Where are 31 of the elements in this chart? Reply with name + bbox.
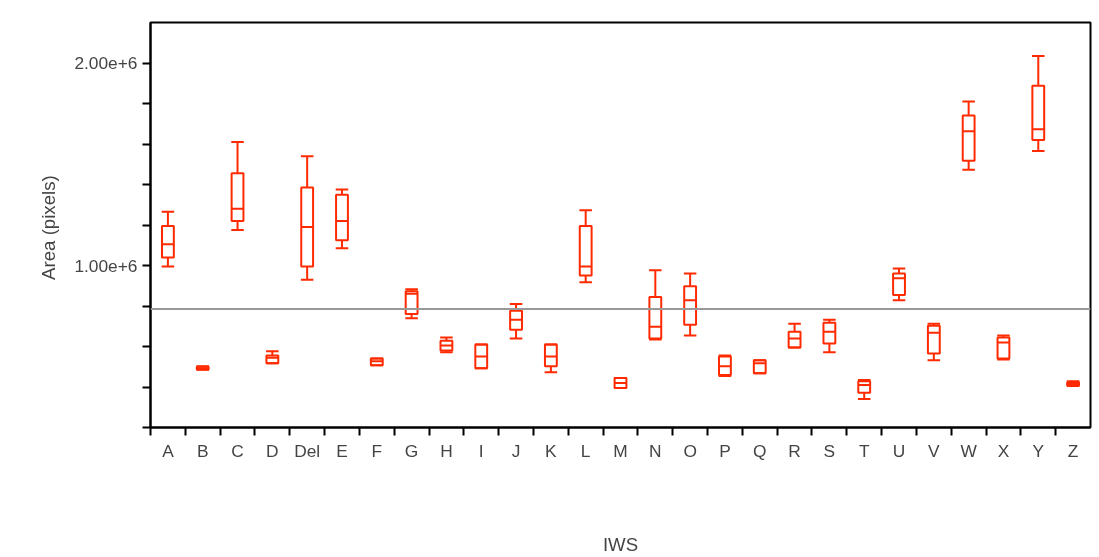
x-tick-label: T [858,440,870,461]
x-axis-title: IWS [602,533,639,555]
x-tick-label: I [478,440,484,461]
x-tick-label: Z [1067,440,1079,461]
x-tick-label: O [683,440,697,461]
y-tick-label: 2.00e+6 [74,53,138,73]
x-tick-label: V [928,440,941,461]
x-tick-label: A [162,440,175,461]
x-tick-label: Del [294,440,321,461]
x-tick-label: B [196,440,209,461]
x-tick-label: W [960,440,978,461]
x-tick-label: D [266,440,279,461]
x-tick-label: L [580,440,591,461]
x-tick-label: U [892,440,906,461]
x-tick-label: J [511,440,521,461]
x-tick-label: M [613,440,628,461]
x-tick-label: P [719,440,731,461]
y-tick-label: 1.00e+6 [74,255,138,276]
x-tick-label: N [649,440,662,461]
x-tick-label: S [823,440,836,461]
x-tick-label: R [788,440,801,461]
x-tick-label: K [545,440,558,461]
x-tick-label: E [336,440,348,461]
x-tick-label: C [231,440,244,461]
x-tick-label: H [440,440,453,461]
x-tick-label: G [404,440,419,461]
x-tick-label: Q [753,440,767,461]
x-tick-label: F [371,440,383,461]
x-tick-label: X [997,440,1010,461]
y-axis-title: Area (pixels) [38,175,60,280]
x-tick-label: Y [1032,440,1045,461]
